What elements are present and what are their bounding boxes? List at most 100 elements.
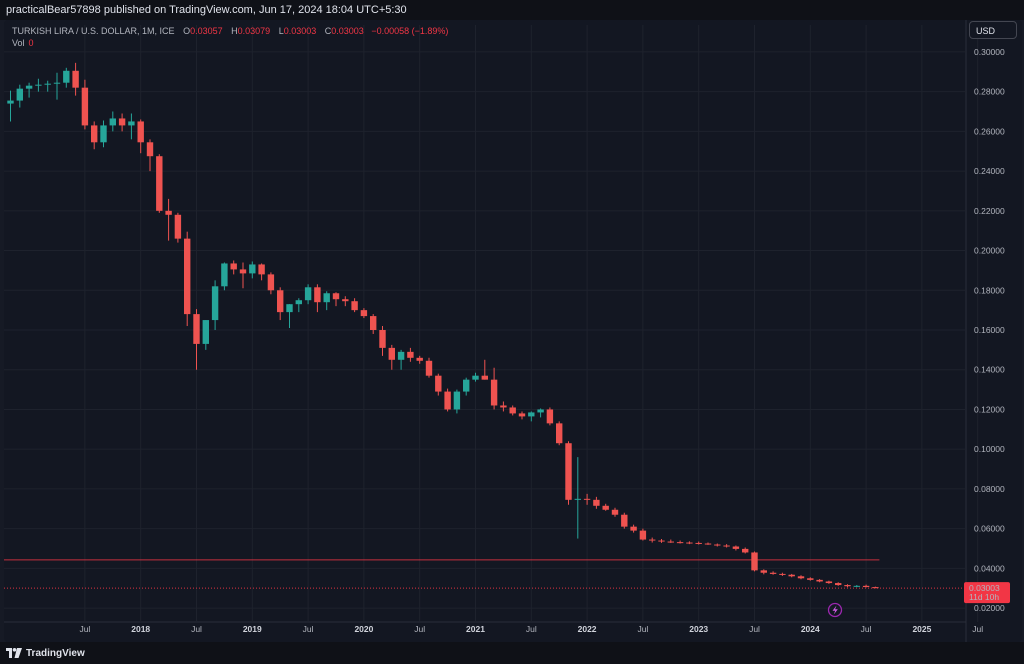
time-tick-label: 2019 bbox=[243, 624, 262, 634]
candle-down bbox=[435, 375, 442, 392]
currency-button[interactable]: USD bbox=[969, 21, 1017, 39]
time-tick-label: Jul bbox=[79, 624, 90, 634]
candle-up bbox=[295, 300, 302, 305]
candle-down bbox=[370, 316, 377, 330]
candle-down bbox=[444, 391, 451, 410]
candle-down bbox=[184, 238, 191, 315]
time-tick-label: Jul bbox=[191, 624, 202, 634]
candle-down bbox=[481, 375, 488, 380]
candle-down bbox=[704, 543, 712, 545]
time-tick-label: 2020 bbox=[354, 624, 373, 634]
time-tick-label: 2018 bbox=[131, 624, 150, 634]
open-value: 0.03057 bbox=[190, 26, 223, 36]
candle-down bbox=[807, 578, 814, 580]
high-value: 0.03079 bbox=[237, 26, 271, 36]
candle-up bbox=[202, 320, 209, 344]
candle-down bbox=[258, 264, 265, 275]
candle-down bbox=[714, 544, 721, 546]
candle-down bbox=[388, 347, 395, 360]
candle-down bbox=[425, 360, 433, 376]
tradingview-brand[interactable]: TradingView bbox=[6, 646, 85, 660]
candle-down bbox=[230, 263, 237, 270]
candle-down bbox=[72, 70, 79, 88]
candle-up bbox=[286, 304, 293, 313]
candle-down bbox=[267, 274, 275, 291]
candle-up bbox=[323, 293, 330, 303]
legend-volume-row: Vol 0 bbox=[12, 37, 448, 49]
candle-down bbox=[760, 570, 767, 573]
candles bbox=[7, 62, 879, 589]
time-tick-label: Jul bbox=[972, 624, 983, 634]
chart-pane[interactable] bbox=[4, 20, 1022, 642]
time-tick-label: 2023 bbox=[689, 624, 708, 634]
candle-up bbox=[53, 82, 61, 84]
candle-up bbox=[211, 286, 219, 321]
time-axis[interactable]: Jul 2018 Jul 2019 Jul 2020 Jul 2021 Jul 2022 Jul 20… bbox=[79, 624, 983, 634]
candle-down bbox=[788, 574, 795, 577]
candle-down bbox=[137, 121, 144, 143]
price-axis[interactable]: 0.30000 0.28000 0.26000 0.24000 0.22000 0.200… bbox=[974, 47, 1005, 613]
price-tick-label: 0.24000 bbox=[974, 166, 1005, 176]
time-tick-label: Jul bbox=[414, 624, 425, 634]
candle-down bbox=[602, 505, 609, 510]
candle-down bbox=[667, 541, 674, 543]
time-tick-label: Jul bbox=[861, 624, 872, 634]
candle-down bbox=[825, 581, 833, 584]
candle-up bbox=[7, 100, 14, 104]
lightning-icon[interactable] bbox=[827, 602, 843, 618]
candle-down bbox=[658, 540, 665, 542]
published-info: practicalBear57898 published on TradingV… bbox=[6, 4, 407, 16]
candle-down bbox=[518, 413, 526, 417]
close-label: C bbox=[324, 26, 332, 36]
candle-down bbox=[835, 583, 842, 586]
candle-down bbox=[314, 287, 321, 303]
candle-down bbox=[676, 542, 684, 544]
candle-down bbox=[81, 87, 89, 126]
time-tick-label: Jul bbox=[303, 624, 314, 634]
price-tick-label: 0.16000 bbox=[974, 325, 1005, 335]
bar-countdown: 11d 10h bbox=[969, 592, 999, 602]
high-label: H bbox=[231, 26, 238, 36]
last-price-badge-bg bbox=[964, 582, 1010, 604]
candle-up bbox=[35, 84, 42, 86]
price-tick-label: 0.26000 bbox=[974, 126, 1005, 136]
candle-down bbox=[611, 509, 619, 515]
candle-up bbox=[463, 379, 470, 392]
candle-down bbox=[509, 407, 516, 414]
last-price-badge: 0.03003 11d 10h bbox=[964, 582, 1010, 604]
candle-down bbox=[630, 526, 637, 531]
candle-up bbox=[100, 125, 107, 143]
candle-up bbox=[25, 85, 33, 89]
candle-down bbox=[342, 299, 349, 302]
candle-down bbox=[565, 443, 572, 500]
candle-down bbox=[556, 423, 563, 444]
candle-down bbox=[360, 310, 368, 317]
volume-value: 0 bbox=[28, 38, 34, 48]
price-tick-label: 0.06000 bbox=[974, 524, 1005, 534]
time-tick-label: 2024 bbox=[801, 624, 820, 634]
candle-down bbox=[165, 210, 172, 215]
price-tick-label: 0.20000 bbox=[974, 246, 1005, 256]
candle-down bbox=[351, 301, 358, 311]
time-tick-label: Jul bbox=[526, 624, 537, 634]
candle-down bbox=[723, 545, 730, 547]
candle-down bbox=[779, 573, 786, 575]
time-tick-label: 2021 bbox=[466, 624, 485, 634]
low-value: 0.03003 bbox=[283, 26, 317, 36]
candle-down bbox=[416, 357, 423, 361]
candle-down bbox=[407, 351, 414, 358]
candle-down bbox=[695, 542, 702, 544]
time-tick-label: Jul bbox=[749, 624, 760, 634]
change-value: −0.00058 (−1.89%) bbox=[371, 26, 449, 36]
candle-down bbox=[621, 514, 628, 527]
symbol-name[interactable]: TURKISH LIRA / U.S. DOLLAR, 1M, ICE bbox=[12, 26, 175, 36]
volume-label[interactable]: Vol bbox=[12, 38, 25, 48]
candle-down bbox=[91, 125, 98, 143]
candle-down bbox=[490, 379, 498, 406]
candle-up bbox=[453, 391, 461, 410]
time-tick-label: Jul bbox=[637, 624, 648, 634]
candle-up bbox=[853, 585, 860, 587]
candle-up bbox=[44, 83, 51, 85]
candle-down bbox=[239, 269, 247, 274]
